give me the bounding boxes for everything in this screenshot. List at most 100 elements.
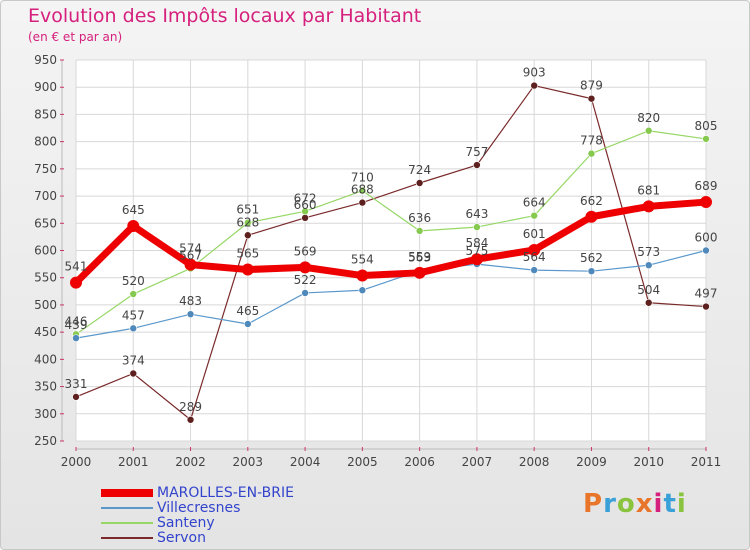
data-point <box>530 211 538 220</box>
x-tick-label: 2011 <box>691 455 722 469</box>
data-label: 628 <box>236 215 259 229</box>
data-label: 439 <box>65 318 88 332</box>
data-label: 601 <box>523 227 546 241</box>
data-label: 681 <box>637 183 660 197</box>
data-point <box>184 258 197 271</box>
series-line-villecresnes <box>75 249 707 339</box>
data-point <box>241 263 254 276</box>
data-label: 645 <box>122 203 145 217</box>
data-point <box>644 126 653 135</box>
data-label: 520 <box>122 274 145 288</box>
series-line-servon <box>75 84 707 421</box>
data-point <box>72 334 80 342</box>
data-label: 672 <box>294 191 317 205</box>
data-label: 600 <box>695 231 718 245</box>
data-label: 805 <box>695 119 718 133</box>
data-label: 575 <box>465 244 488 258</box>
data-point <box>415 227 424 235</box>
legend-swatch <box>101 489 153 497</box>
data-point <box>129 324 138 333</box>
data-point <box>702 135 710 143</box>
data-label: 541 <box>65 260 88 274</box>
y-tick-label: 500 <box>34 298 57 312</box>
y-tick-label: 900 <box>34 80 57 94</box>
data-label: 465 <box>236 304 259 318</box>
y-tick-label: 550 <box>34 271 57 285</box>
data-label: 497 <box>695 287 718 301</box>
data-point <box>301 207 309 216</box>
data-label: 504 <box>637 283 660 297</box>
data-point <box>244 231 252 240</box>
data-point <box>587 149 596 158</box>
data-point <box>642 200 655 213</box>
data-label: 724 <box>408 163 431 177</box>
data-point <box>530 81 538 90</box>
data-label: 651 <box>236 203 259 217</box>
data-point <box>585 210 598 223</box>
data-point <box>470 253 483 266</box>
x-tick-label: 2009 <box>576 455 607 469</box>
data-label: 689 <box>695 179 718 193</box>
data-point <box>358 186 367 195</box>
data-point <box>530 266 538 274</box>
data-point <box>587 94 596 103</box>
y-tick-label: 650 <box>34 216 57 230</box>
data-point <box>587 267 596 275</box>
logo-letter: t <box>663 489 677 519</box>
data-point <box>129 369 138 378</box>
data-point <box>702 246 710 255</box>
data-label: 563 <box>408 251 431 265</box>
legend-swatch <box>101 507 153 509</box>
data-label: 446 <box>65 314 88 328</box>
axes: 250 300 350 400 450 500 550 600 650 700 750 800 850 9… <box>34 53 721 469</box>
series <box>70 81 712 424</box>
y-tick-label: 950 <box>34 53 57 67</box>
x-tick-label: 2010 <box>633 455 664 469</box>
data-point <box>186 415 195 424</box>
data-label: 331 <box>65 377 88 391</box>
data-label: 569 <box>294 244 317 258</box>
data-label: 879 <box>580 79 603 93</box>
x-tick-label: 2006 <box>404 455 435 469</box>
x-tick-label: 2003 <box>233 455 264 469</box>
data-point <box>358 286 367 295</box>
y-tick-label: 250 <box>34 434 57 448</box>
data-point <box>129 290 138 298</box>
chart-title: Evolution des Impôts locaux par Habitant <box>28 5 422 27</box>
data-point <box>644 261 653 269</box>
legend-label: Santeny <box>157 515 215 531</box>
x-tick-label: 2007 <box>462 455 493 469</box>
y-tick-label: 300 <box>34 407 57 421</box>
data-label: 559 <box>408 250 431 264</box>
data-point <box>244 320 252 328</box>
data-point <box>473 161 481 169</box>
x-tick-label: 2001 <box>118 455 149 469</box>
data-label: 565 <box>236 247 259 261</box>
data-point <box>72 393 80 401</box>
data-point <box>356 269 369 282</box>
data-point <box>644 298 653 307</box>
data-label: 567 <box>179 248 202 262</box>
data-label: 903 <box>523 66 546 80</box>
x-tick-label: 2004 <box>290 455 321 469</box>
data-label: 554 <box>351 253 374 267</box>
legend-label: MAROLLES-EN-BRIE <box>157 485 294 501</box>
data-label: 457 <box>122 308 145 322</box>
data-point <box>415 179 424 187</box>
data-label: 483 <box>179 294 202 308</box>
y-tick-label: 600 <box>34 244 57 258</box>
y-tick-label: 850 <box>34 107 57 121</box>
data-label: 564 <box>523 250 546 264</box>
x-tick-label: 2005 <box>347 455 378 469</box>
x-tick-label: 2000 <box>61 455 92 469</box>
proxiti-logo: Proxiti <box>583 489 687 519</box>
data-label: 374 <box>122 354 145 368</box>
data-label: 562 <box>580 251 603 265</box>
grid <box>75 59 707 442</box>
y-tick-label: 750 <box>34 162 57 176</box>
data-point <box>528 243 541 256</box>
x-tick-label: 2008 <box>519 455 550 469</box>
data-label: 643 <box>465 207 488 221</box>
